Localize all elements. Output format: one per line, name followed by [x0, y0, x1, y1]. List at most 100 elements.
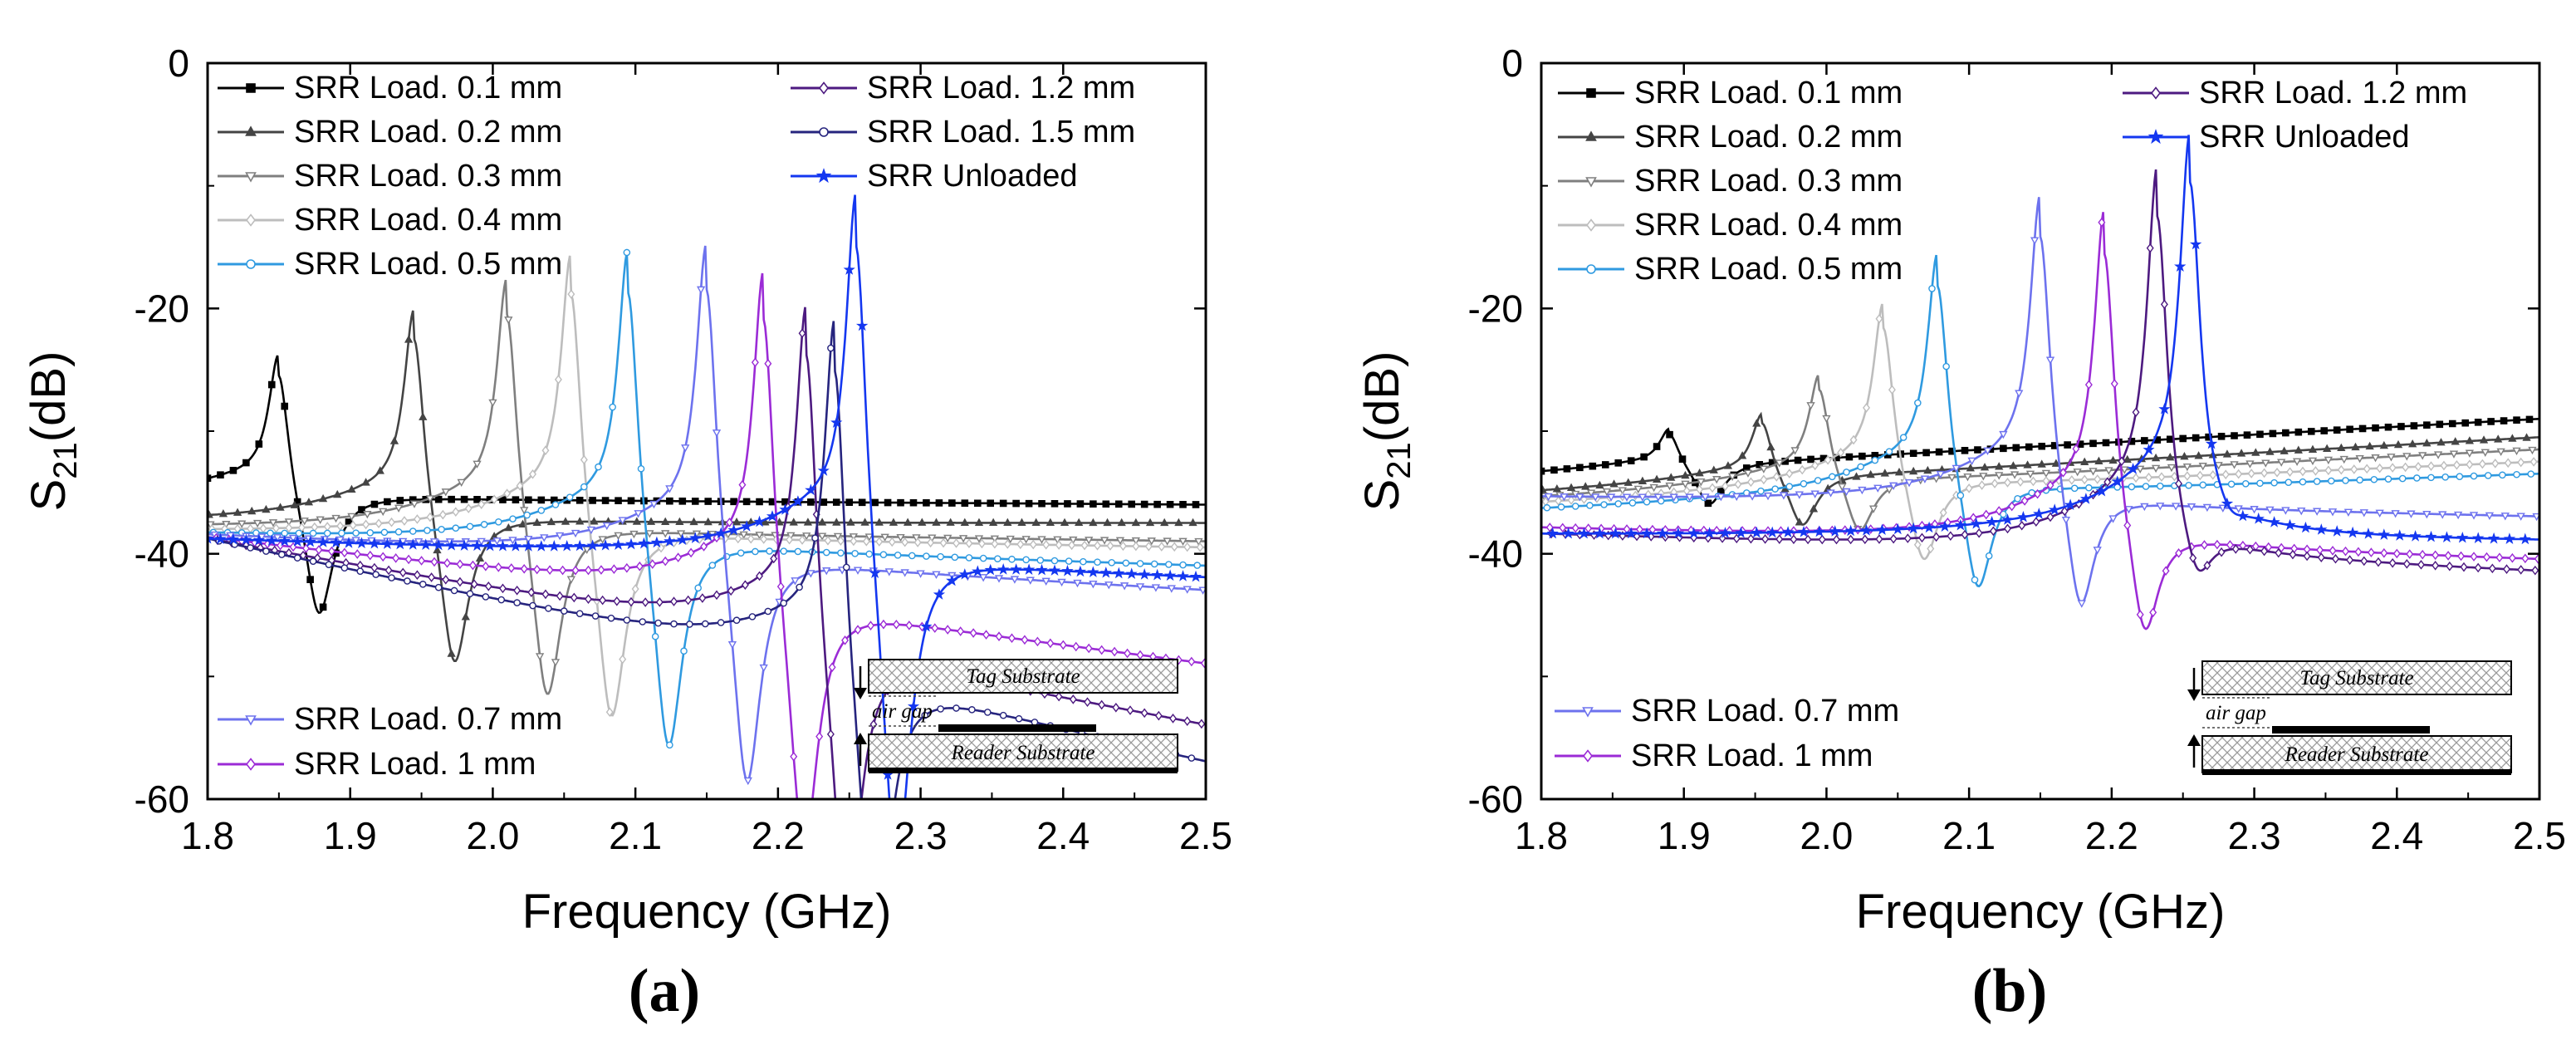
chart-b-legend-swatch-marker	[2147, 129, 2164, 145]
chart-a-x-tick-label: 2.4	[1036, 814, 1090, 857]
chart-b-inset-reader-label: Reader Substrate	[2285, 743, 2429, 766]
chart-b-x-tick-label: 2.0	[1800, 814, 1853, 857]
chart-a-legend-swatch-marker	[815, 168, 832, 184]
chart-a-inset-conductor	[938, 724, 1096, 732]
chart-b-legend-swatch-marker	[2150, 86, 2162, 100]
chart-b-y-axis-title-sub: 21	[1381, 442, 1418, 479]
chart-a-legend-label: SRR Load. 0.1 mm	[294, 71, 562, 105]
chart-a-y-tick-label: -60	[135, 778, 189, 821]
chart-b-legend-label: SRR Load. 0.5 mm	[1634, 252, 1903, 287]
chart-b-inset-tag-label: Tag Substrate	[2299, 667, 2413, 689]
chart-b-series-line	[1541, 411, 2539, 526]
chart-a-series-markers	[215, 344, 1196, 762]
chart-a-legend-label: SRR Load. 0.3 mm	[294, 159, 562, 194]
chart-a-legend-swatch-marker	[245, 715, 257, 726]
chart-b-series-markers	[1541, 402, 2537, 534]
chart-a-x-tick-label: 2.2	[752, 814, 805, 857]
chart-a-ticks	[206, 61, 1207, 801]
chart-b-series-markers	[1547, 243, 2539, 576]
chart-b-tick-labels: 1.8 1.9 2.0 2.1 2.2 2.3 2.4 2.5 0 -20 -40 -60	[1468, 42, 2566, 857]
chart-a-panel-label: (a)	[629, 957, 700, 1025]
chart-b-inset: Tag Substrate air gap Reader Substrate	[2187, 660, 2512, 775]
chart-a-legend-label: SRR Load. 0.5 mm	[294, 247, 562, 282]
chart-b-y-tick-label: -20	[1468, 287, 1523, 330]
chart-a-legend-swatch-marker	[245, 125, 257, 136]
chart-a-inset-tag-substrate	[868, 659, 1178, 694]
chart-a-y-axis-title-main: S	[22, 479, 76, 512]
chart-b-legend-label: SRR Load. 0.4 mm	[1634, 208, 1903, 243]
chart-a-legend-label: SRR Load. 1 mm	[294, 747, 536, 782]
chart-b-curves	[1541, 135, 2539, 630]
chart-a-x-tick-label: 2.3	[894, 814, 948, 857]
chart-b-y-axis-title: S21(dB)	[1355, 351, 1418, 512]
chart-a-legend-swatch-marker	[245, 172, 257, 183]
chart-a: 1.8 1.9 2.0 2.1 2.2 2.3 2.4 2.5 0 -20 -40 -60 Frequ…	[22, 42, 1232, 1025]
chart-b-series-markers	[1544, 237, 2539, 608]
chart-b-series-markers	[1546, 238, 2532, 545]
chart-a-legend-swatch-marker	[246, 259, 256, 269]
chart-a-x-tick-label: 2.0	[466, 814, 519, 857]
chart-b-x-tick-label: 2.5	[2513, 814, 2566, 857]
chart-b-x-tick-label: 1.9	[1658, 814, 1711, 857]
chart-a-series-markers	[208, 380, 1200, 611]
chart-a-legend-label: SRR Load. 0.4 mm	[294, 203, 562, 238]
chart-b-legend: SRR Load. 0.1 mm SRR Load. 0.2 mm SRR Load…	[1555, 76, 2467, 773]
chart-a-legend-label: SRR Unloaded	[867, 159, 1077, 194]
chart-b-legend-swatch-marker	[1586, 264, 1596, 274]
chart-b-legend-label: SRR Load. 0.3 mm	[1634, 164, 1903, 199]
chart-a-x-tick-label: 2.5	[1179, 814, 1232, 857]
chart-b-x-axis-title: Frequency (GHz)	[1856, 885, 2226, 939]
chart-a-y-tick-label: -20	[135, 287, 189, 330]
chart-a-inset-gap-label: air gap	[872, 700, 933, 723]
chart-a-inset-arrow-up-head	[854, 733, 867, 744]
chart-a-x-tick-label: 1.9	[324, 814, 377, 857]
chart-b-legend-swatch-marker	[1585, 177, 1597, 188]
chart-a-legend-swatch-marker	[246, 83, 256, 93]
chart-b-y-axis-title-unit: (dB)	[1355, 351, 1409, 443]
chart-a-legend-label: SRR Load. 0.7 mm	[294, 702, 562, 737]
chart-a-tick-labels: 1.8 1.9 2.0 2.1 2.2 2.3 2.4 2.5 0 -20 -40 -60	[135, 42, 1232, 857]
chart-b-inset-ground	[2202, 769, 2511, 775]
chart-a-x-tick-label: 1.8	[181, 814, 234, 857]
chart-a-inset-arrow-down-head	[854, 688, 867, 699]
chart-b-y-axis-title-main: S	[1355, 479, 1409, 512]
chart-a-series-markers	[208, 316, 1203, 667]
chart-b-inset-tag-substrate	[2201, 660, 2512, 695]
chart-b-series-markers	[1541, 313, 2538, 554]
chart-a-inset-tag-label: Tag Substrate	[966, 665, 1080, 688]
chart-b-y-tick-label: -40	[1468, 532, 1523, 576]
chart-a-y-tick-label: -40	[135, 532, 189, 576]
chart-b-x-tick-label: 2.1	[1942, 814, 1996, 857]
chart-a-inset-ground	[869, 768, 1178, 773]
chart-b-panel-label: (b)	[1972, 957, 2047, 1025]
chart-a-series-markers	[208, 335, 1197, 657]
chart-a-legend-label: SRR Load. 1.5 mm	[867, 115, 1135, 150]
chart-b-legend-label: SRR Load. 1.2 mm	[2199, 76, 2467, 110]
chart-a-legend-swatch-marker	[819, 127, 829, 137]
chart-b-legend-label: SRR Unloaded	[2199, 120, 2409, 155]
chart-b-legend-label: SRR Load. 0.2 mm	[1634, 120, 1903, 155]
chart-b-legend-swatch-marker	[1582, 707, 1594, 718]
chart-a-x-tick-label: 2.1	[609, 814, 662, 857]
chart-b-series-markers	[1543, 285, 2535, 584]
chart-a-series-line	[208, 310, 1206, 662]
chart-a-x-axis-title: Frequency (GHz)	[522, 885, 892, 939]
chart-b-legend-label: SRR Load. 1 mm	[1631, 738, 1873, 773]
chart-a-y-axis-title: S21(dB)	[22, 351, 84, 512]
chart-a-series-line	[208, 355, 1206, 614]
chart-b-legend-swatch-marker	[1582, 749, 1594, 763]
chart-a-y-axis-title-sub: 21	[47, 442, 84, 479]
chart-a-legend-label: SRR Load. 0.2 mm	[294, 115, 562, 150]
chart-a-inset-reader-label: Reader Substrate	[951, 742, 1095, 764]
chart-a-inset-reader-substrate	[868, 733, 1178, 772]
chart-b-legend-label: SRR Load. 0.7 mm	[1631, 694, 1899, 729]
chart-b-legend-label: SRR Load. 0.1 mm	[1634, 76, 1903, 110]
chart-a-legend-swatch-marker	[245, 213, 257, 227]
chart-a-legend-swatch-marker	[818, 81, 830, 95]
chart-b-x-tick-label: 2.4	[2370, 814, 2423, 857]
chart-b-y-tick-label: -60	[1468, 778, 1523, 821]
chart-b-series-line	[1541, 375, 2539, 532]
chart-a-series-markers	[210, 286, 1206, 786]
chart-b-ticks	[1540, 61, 2541, 801]
